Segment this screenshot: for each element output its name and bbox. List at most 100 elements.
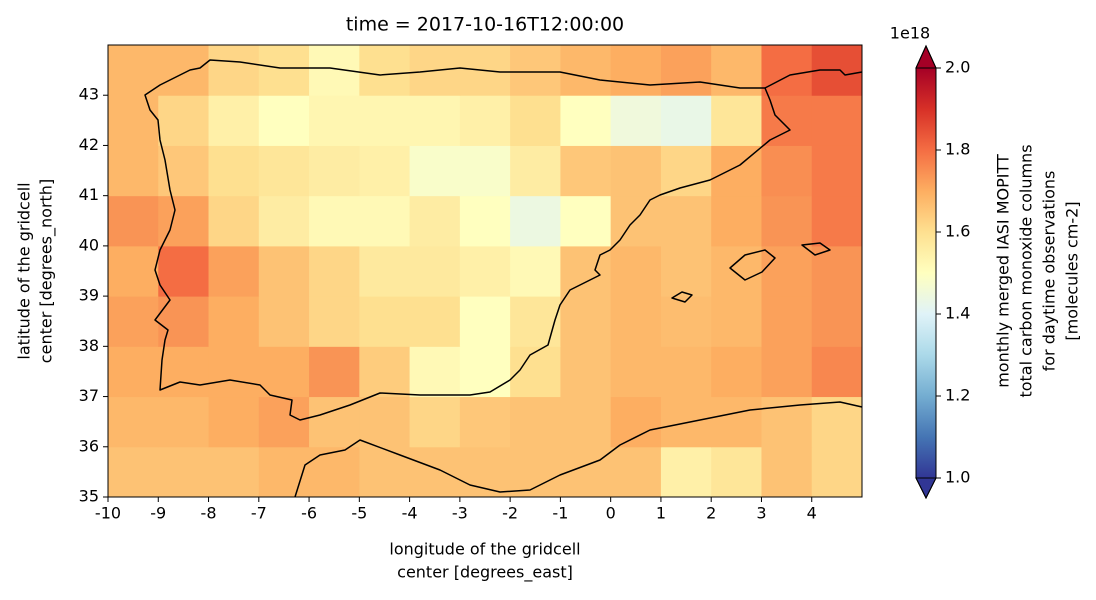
cell [409,346,461,398]
colorbar-label: for daytime observations [1040,171,1059,372]
cell [761,346,813,398]
colorbar-tick-label: 2.0 [945,58,970,77]
cell [158,446,210,498]
x-tick-label: -4 [402,504,418,523]
cell [208,45,260,96]
cell [309,245,360,297]
cell [359,396,411,448]
cell [359,446,411,498]
y-tick-label: 41 [79,185,99,204]
cell [510,95,561,146]
cell [108,145,159,197]
colorbar-label: monthly merged IASI MOPITT [994,154,1013,388]
cell [510,446,561,498]
x-tick-label: 2 [706,504,716,523]
cell [409,95,461,146]
coastline-africa [294,401,863,498]
cell [761,446,813,498]
cell [208,446,260,498]
coastline-menorca [801,242,831,256]
cell [208,296,260,347]
cell [660,296,712,347]
y-tick-label: 35 [79,487,99,506]
cell [761,95,813,146]
y-tick-label: 38 [79,336,99,355]
cell [459,245,511,297]
cell [761,45,813,96]
colorbar-tick-label: 1.6 [945,222,970,241]
x-axis-label: center [degrees_east] [397,563,573,583]
cell [309,195,360,247]
heatmap-cells [108,45,863,498]
cell [208,95,260,146]
x-tick-label: -1 [552,504,568,523]
cell [108,396,159,448]
cell [258,396,310,448]
x-tick-label: -10 [95,504,121,523]
x-tick-label: -3 [452,504,468,523]
cell [359,346,411,398]
cell [510,245,561,297]
cell [610,245,662,297]
cell [359,95,411,146]
cell [158,145,210,197]
cell [108,95,159,146]
cell [711,296,762,347]
plot-frame [107,44,863,498]
cell [761,145,813,197]
cell [208,346,260,398]
coastline-france [764,69,863,89]
y-tick-label: 43 [79,85,99,104]
cell [409,296,461,347]
cell [309,145,360,197]
colorbar-extend-min [915,477,937,500]
x-tick-label: 0 [606,504,616,523]
cell [560,95,612,146]
cell [560,195,612,247]
cell [610,296,662,347]
cell [258,296,310,347]
cell [660,45,712,96]
cell [811,145,863,197]
cell [510,195,561,247]
cell [560,45,612,96]
cell [459,346,511,398]
cell [409,245,461,297]
cell [409,195,461,247]
cell [258,195,310,247]
cell [309,446,360,498]
cell [309,95,360,146]
x-axis-label: longitude of the gridcell [389,540,580,559]
cell [811,446,863,498]
x-tick-label: -9 [150,504,166,523]
y-tick-label: 36 [79,436,99,455]
cell [660,446,712,498]
cell [711,195,762,247]
x-tick-label: 3 [756,504,766,523]
cell [459,145,511,197]
chart-title: time = 2017-10-16T12:00:00 [346,14,624,36]
cell [108,446,159,498]
cell [108,45,159,96]
cell [811,245,863,297]
cell [258,446,310,498]
cell [459,296,511,347]
cell [258,346,310,398]
cell [158,45,210,96]
cell [811,195,863,247]
cell [409,446,461,498]
coastline-mallorca [729,249,776,281]
cell [208,195,260,247]
cell [459,195,511,247]
colorbar-tick-label: 1.0 [945,468,970,487]
cell [409,145,461,197]
cell [359,245,411,297]
y-axis-label: center [degrees_north] [37,179,57,363]
cell [560,396,612,448]
cell [560,145,612,197]
x-tick-label: 4 [807,504,817,523]
cell [761,195,813,247]
cell [108,346,159,398]
x-tick-label: 1 [656,504,666,523]
